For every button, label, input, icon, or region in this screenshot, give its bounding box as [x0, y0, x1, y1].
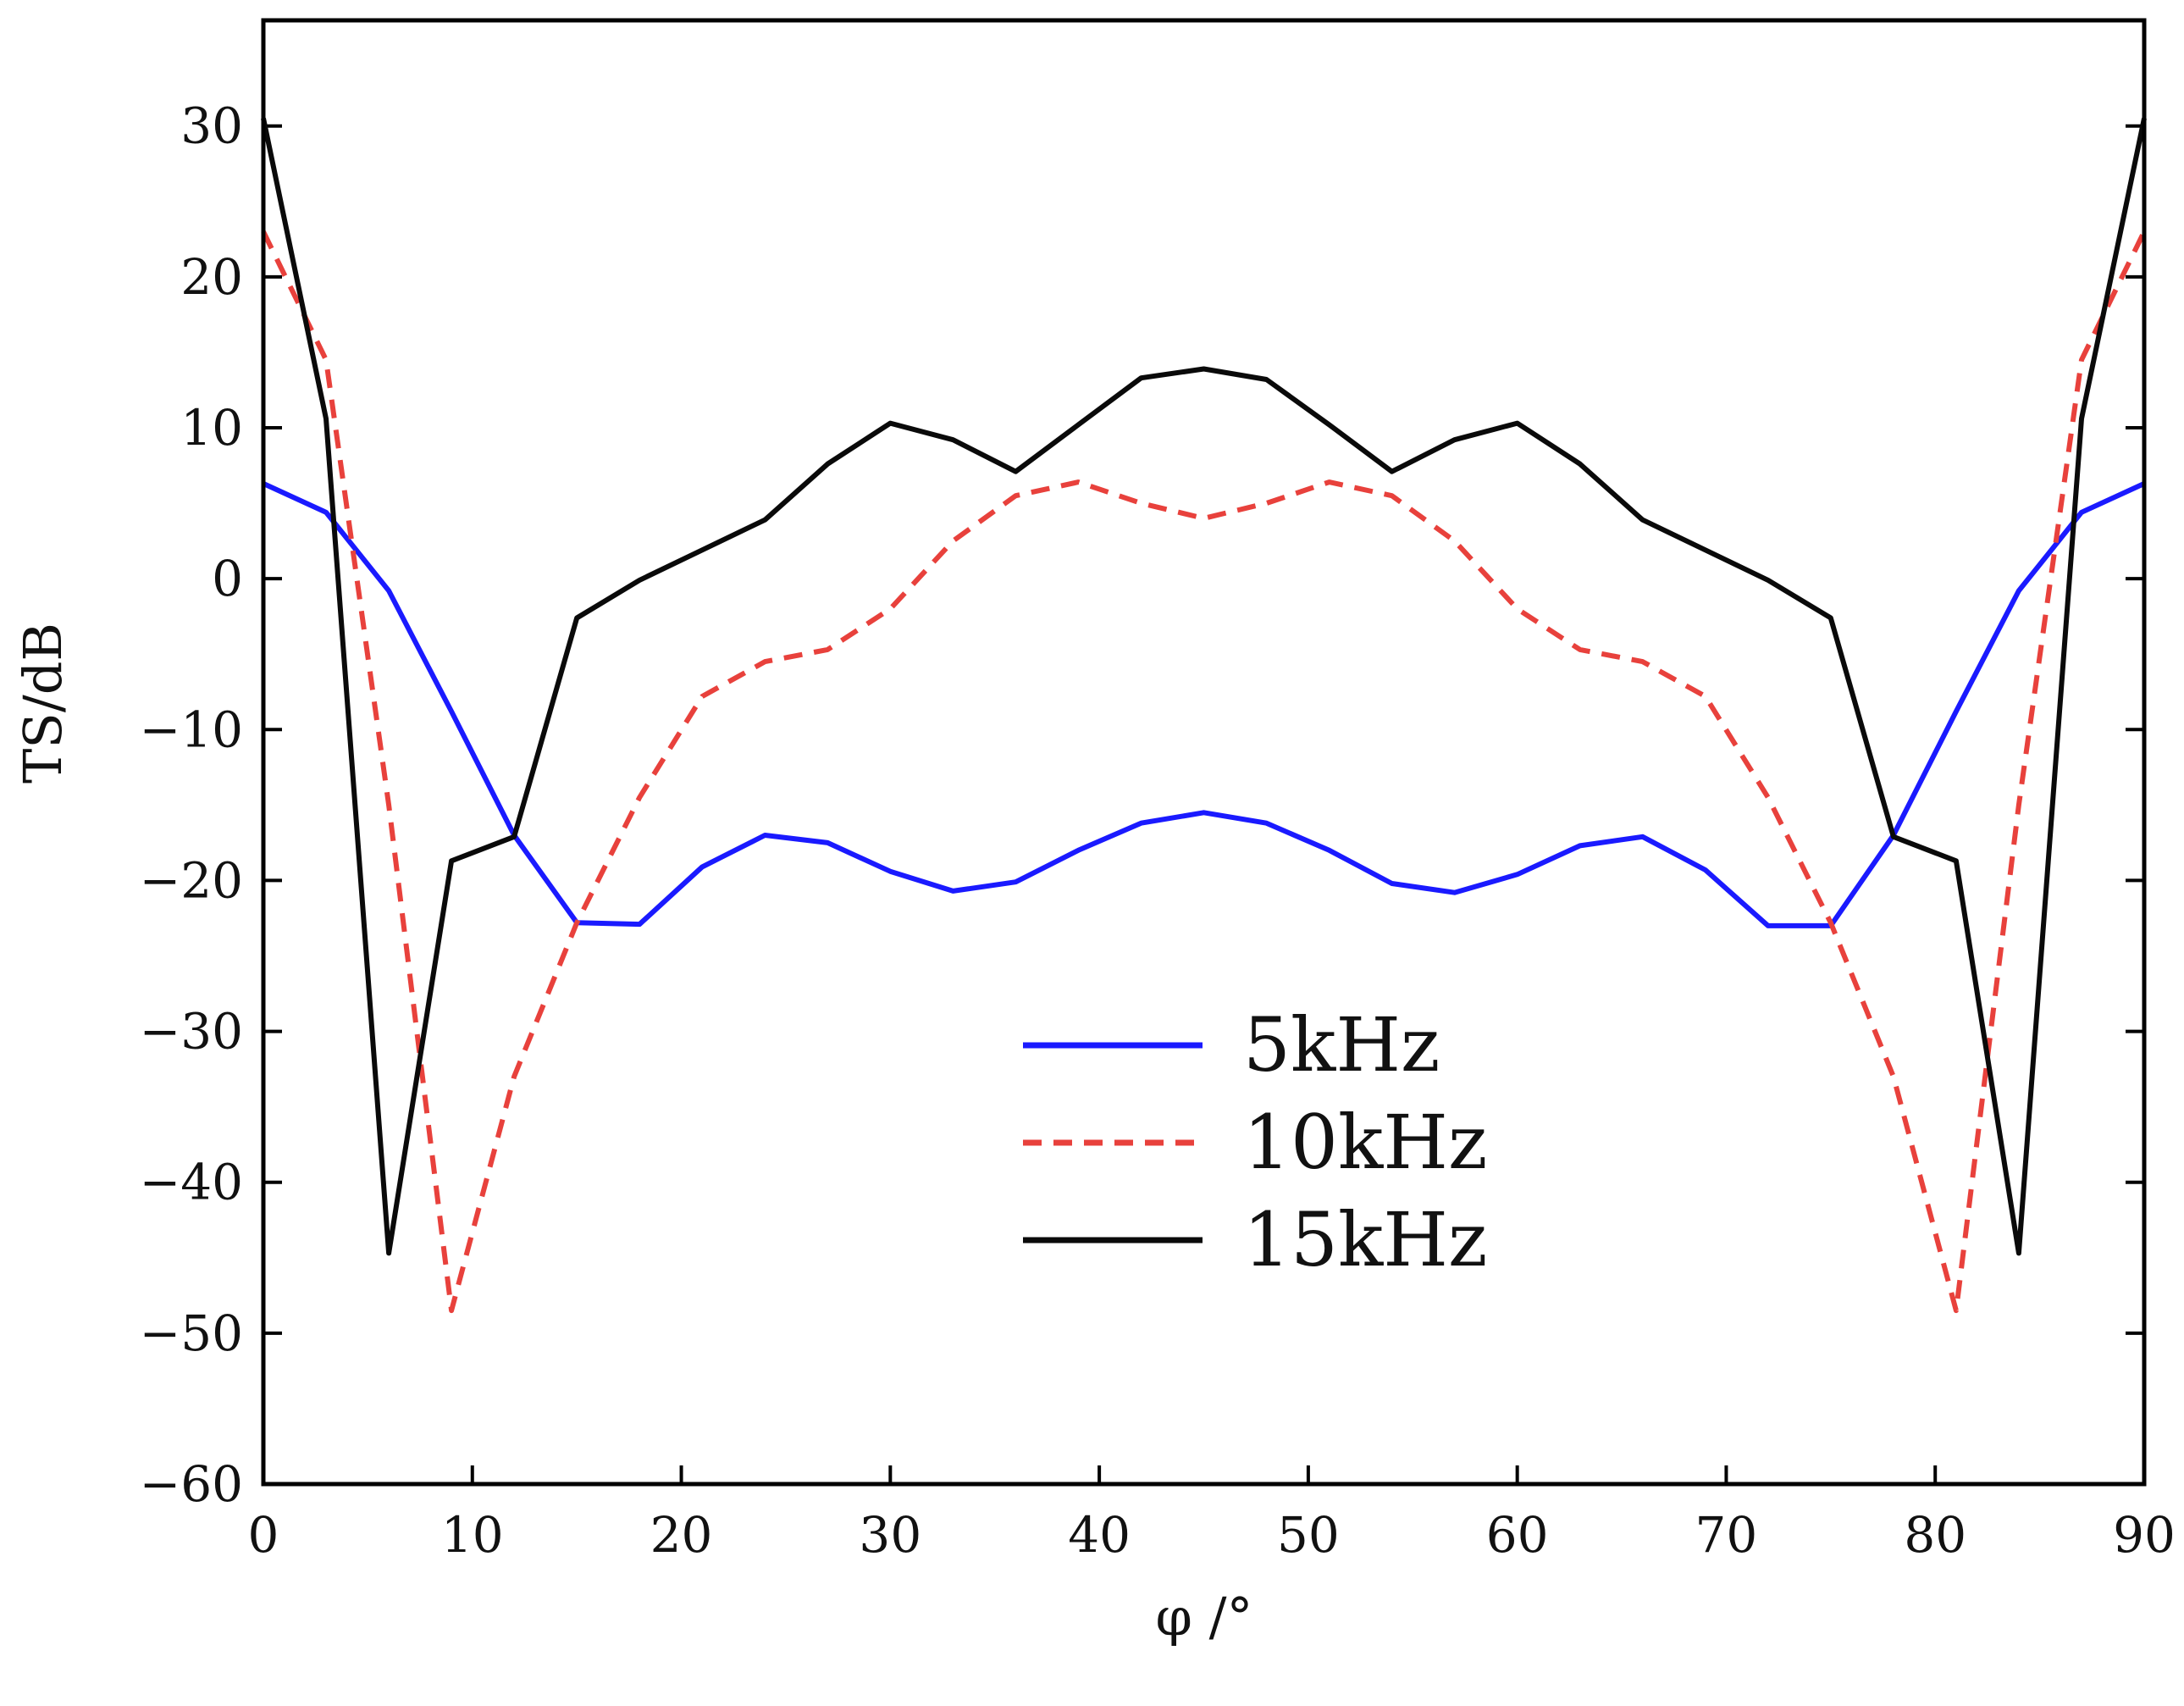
- x-tick-label: 30: [859, 1506, 921, 1564]
- x-tick-label: 0: [248, 1506, 279, 1564]
- x-tick-label: 70: [1695, 1506, 1758, 1564]
- y-tick-label: 20: [180, 248, 243, 306]
- y-tick-label: −10: [140, 701, 243, 758]
- x-axis-label: φ /°: [1155, 1586, 1252, 1648]
- plot-frame: [261, 18, 2147, 1487]
- y-axis-label: TS/dB: [12, 623, 74, 784]
- legend-label: 10kHz: [1243, 1099, 1487, 1186]
- y-tick-label: −50: [140, 1304, 243, 1362]
- series-line-15khz: [261, 118, 2147, 1256]
- y-tick-label: −60: [140, 1455, 243, 1513]
- series-line-10khz: [261, 230, 2147, 1314]
- y-tick-label: 30: [180, 97, 243, 155]
- y-tick-label: 10: [180, 399, 243, 457]
- x-tick-label: 50: [1277, 1506, 1340, 1564]
- x-tick-label: 20: [650, 1506, 713, 1564]
- y-tick-label: 0: [212, 550, 243, 607]
- legend-label: 5kHz: [1243, 1001, 1440, 1088]
- y-tick-label: −20: [140, 851, 243, 909]
- y-tick-label: −30: [140, 1003, 243, 1061]
- legend: 5kHz 10kHz 15kHz: [1023, 1001, 1487, 1283]
- x-tick-label: 60: [1486, 1506, 1549, 1564]
- series-line-5khz: [262, 481, 2146, 928]
- x-tick-label: 10: [441, 1506, 504, 1564]
- y-axis-ticks: −60 −50 −40 −30 −20 −10 0 10 20 30: [140, 97, 2144, 1513]
- series-layer: [261, 118, 2147, 1314]
- x-tick-label: 40: [1068, 1506, 1131, 1564]
- x-tick-label: 90: [2113, 1506, 2176, 1564]
- legend-label: 15kHz: [1243, 1196, 1487, 1283]
- x-tick-label: 80: [1904, 1506, 1966, 1564]
- y-tick-label: −40: [140, 1154, 243, 1211]
- x-axis-ticks: 0 10 20 30 40 50 60 70 80 90: [248, 1465, 2176, 1564]
